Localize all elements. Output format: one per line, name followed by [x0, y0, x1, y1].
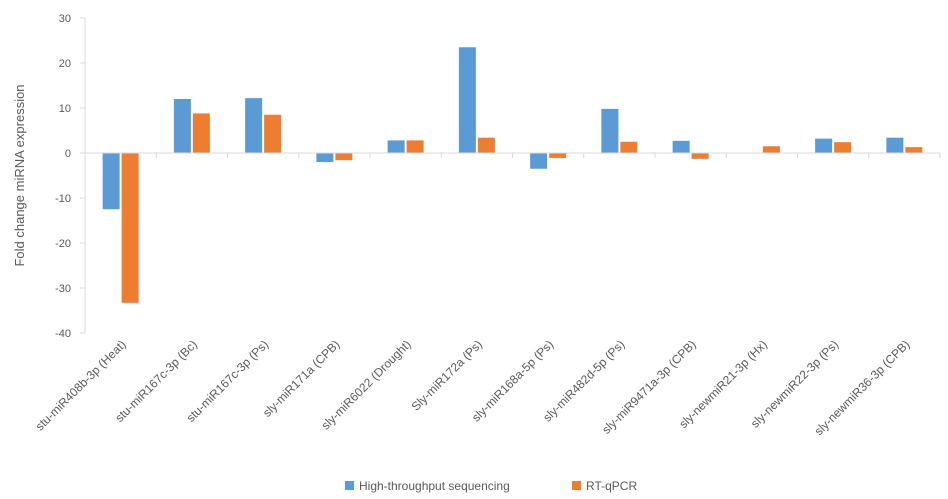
- bar-sequencing: [102, 153, 120, 210]
- bars: [102, 47, 923, 303]
- bar-rtqpcr: [192, 113, 210, 153]
- bar-rtqpcr: [834, 142, 852, 153]
- y-tick-label: 0: [65, 148, 71, 160]
- bar-sequencing: [672, 140, 690, 153]
- legend-label: RT-qPCR: [586, 479, 637, 493]
- y-tick-label: 10: [59, 103, 71, 115]
- y-axis: 30 20 10 0 -10 -20 -30 -40: [55, 13, 86, 340]
- bar-sequencing: [173, 99, 191, 153]
- category-label: stu-miR408b-3p (Heat): [33, 337, 129, 433]
- category-labels: stu-miR408b-3p (Heat)stu-miR167c-3p (Bc)…: [33, 337, 913, 438]
- legend: High-throughput sequencing RT-qPCR: [345, 479, 637, 493]
- bar-rtqpcr: [335, 153, 353, 161]
- y-tick-label: -10: [55, 193, 71, 205]
- bar-rtqpcr: [406, 140, 424, 153]
- category-label: sly-miR171a (CPB): [260, 337, 343, 420]
- bar-rtqpcr: [477, 137, 495, 153]
- bar-rtqpcr: [549, 153, 567, 158]
- y-tick-label: 30: [59, 13, 71, 25]
- bar-rtqpcr: [264, 114, 282, 153]
- bar-rtqpcr: [691, 153, 709, 159]
- bar-sequencing: [245, 98, 263, 153]
- bar-rtqpcr: [620, 141, 638, 153]
- legend-label: High-throughput sequencing: [359, 479, 510, 493]
- y-axis-title-group: Fold change miRNA expression: [12, 84, 27, 266]
- bar-sequencing: [601, 108, 619, 153]
- bar-sequencing: [530, 153, 548, 169]
- legend-swatch: [572, 481, 581, 490]
- bar-sequencing: [886, 137, 904, 153]
- bar-rtqpcr: [121, 153, 139, 303]
- y-tick-label: 20: [59, 58, 71, 70]
- y-tick-label: -40: [55, 328, 71, 340]
- legend-swatch: [345, 481, 354, 490]
- y-tick-label: -20: [55, 238, 71, 250]
- category-label: Sly-miR172a (Ps): [409, 337, 485, 413]
- bar-rtqpcr: [905, 147, 923, 153]
- bar-sequencing: [458, 47, 476, 153]
- bar-rtqpcr: [762, 146, 780, 153]
- bar-sequencing: [387, 140, 405, 153]
- x-axis: [84, 152, 941, 158]
- y-axis-title: Fold change miRNA expression: [12, 84, 27, 266]
- bar-sequencing: [815, 138, 833, 153]
- y-tick-label: -30: [55, 283, 71, 295]
- bar-sequencing: [316, 153, 334, 162]
